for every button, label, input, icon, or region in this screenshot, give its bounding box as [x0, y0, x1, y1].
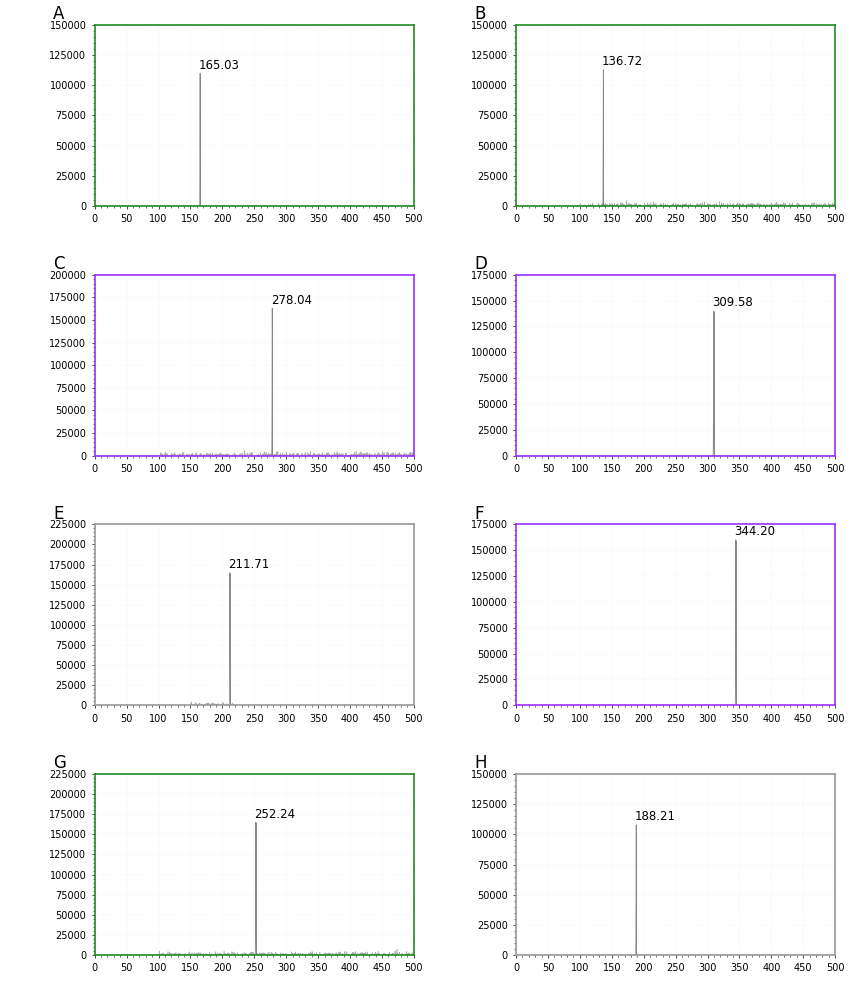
Text: 188.21: 188.21 — [635, 810, 676, 823]
Text: 211.71: 211.71 — [228, 558, 269, 571]
Text: 344.20: 344.20 — [734, 525, 776, 538]
Text: B: B — [474, 5, 486, 23]
Text: 278.04: 278.04 — [271, 294, 312, 307]
Text: F: F — [474, 505, 484, 523]
Text: 252.24: 252.24 — [255, 808, 295, 821]
Text: G: G — [53, 754, 66, 772]
Text: H: H — [474, 754, 487, 772]
Text: 309.58: 309.58 — [712, 296, 753, 309]
Text: C: C — [53, 255, 65, 273]
Text: 136.72: 136.72 — [602, 55, 643, 68]
Text: E: E — [53, 505, 64, 523]
Text: A: A — [53, 5, 65, 23]
Text: D: D — [474, 255, 487, 273]
Text: 165.03: 165.03 — [199, 59, 239, 72]
